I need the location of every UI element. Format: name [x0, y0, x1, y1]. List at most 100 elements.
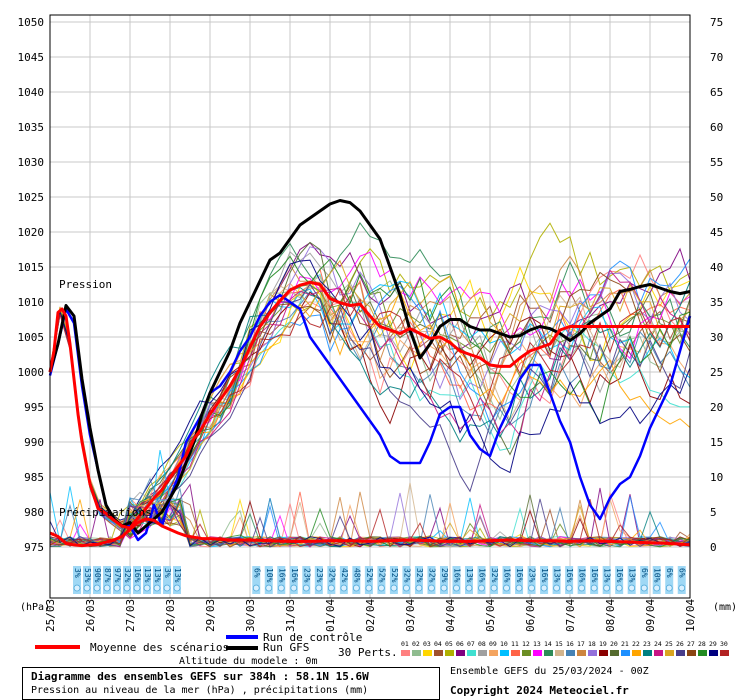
percent-label: 10%	[265, 568, 274, 583]
member-line	[49, 258, 691, 527]
percent-cell	[163, 566, 171, 594]
x-tick-label: 03/04	[404, 599, 417, 632]
percent-marker	[440, 584, 448, 592]
percent-label: 3%	[73, 568, 82, 578]
member-id: 12	[522, 640, 530, 648]
member-swatch	[423, 650, 432, 656]
member-id: 07	[467, 640, 475, 648]
member-swatch	[577, 650, 586, 656]
x-tick-label: 28/03	[164, 599, 177, 632]
percent-cell	[113, 566, 121, 594]
percent-label: 13%	[173, 568, 182, 583]
percent-marker	[628, 584, 636, 592]
x-tick-label: 01/04	[324, 599, 337, 632]
percent-cell	[439, 566, 448, 594]
x-tick-label: 06/04	[524, 599, 537, 632]
percent-marker	[163, 584, 171, 592]
y-tick-label-right: 50	[710, 191, 723, 204]
percent-label: 32%	[427, 568, 436, 583]
member-id: 04	[434, 640, 442, 648]
percent-cell	[427, 566, 436, 594]
percent-cell	[490, 566, 499, 594]
x-tick-label: 29/03	[204, 599, 217, 632]
member-id: 30	[720, 640, 728, 648]
run-label: Ensemble GEFS du 25/03/2024 - 00Z	[450, 666, 649, 677]
percent-cell	[540, 566, 549, 594]
percent-cell	[452, 566, 461, 594]
member-swatch	[445, 650, 454, 656]
percent-marker	[653, 584, 661, 592]
percent-marker	[565, 584, 573, 592]
percent-label: 29%	[440, 568, 449, 583]
member-id: 10	[500, 640, 508, 648]
percent-label: 6%	[678, 568, 687, 578]
chart-subtitle: Pression au niveau de la mer (hPa) , pré…	[31, 685, 369, 696]
x-tick-label: 07/04	[564, 599, 577, 632]
percent-marker	[528, 584, 535, 592]
x-tick-label: 10/04	[684, 599, 697, 632]
member-id: 05	[445, 640, 453, 648]
percent-cell	[640, 566, 649, 594]
percent-cell	[565, 566, 574, 594]
x-tick-label: 08/04	[604, 599, 617, 632]
y-tick-label-left: 1010	[18, 296, 45, 309]
percent-label: 16%	[503, 568, 512, 583]
member-id: 23	[643, 640, 651, 648]
percent-marker	[73, 584, 81, 592]
x-tick-label: 30/03	[244, 599, 257, 632]
member-id: 01	[401, 640, 409, 648]
percent-cell	[527, 566, 536, 594]
percent-marker	[143, 584, 151, 592]
percent-cell	[103, 566, 111, 594]
member-swatch	[511, 650, 520, 656]
member-id: 13	[533, 640, 541, 648]
percent-label: 23%	[528, 568, 537, 583]
percent-marker	[103, 584, 111, 592]
percent-label: 52%	[377, 568, 386, 583]
percent-cell	[143, 566, 151, 594]
percent-marker	[665, 584, 673, 592]
axes: 9759809859909951000100510101015102010251…	[18, 14, 723, 632]
percent-cell	[615, 566, 624, 594]
percent-marker	[123, 584, 131, 592]
member-swatch	[522, 650, 531, 656]
y-tick-label-right: 5	[710, 506, 717, 519]
y-tick-label-right: 10	[710, 471, 723, 484]
percent-label: 48%	[352, 568, 361, 583]
percent-cell	[289, 566, 298, 594]
percent-marker	[478, 584, 485, 592]
y-tick-label-right: 65	[710, 86, 723, 99]
percent-marker	[390, 584, 398, 592]
percent-marker	[83, 584, 91, 592]
percent-marker	[93, 584, 101, 592]
member-line	[49, 250, 691, 533]
percent-label: 16%	[277, 568, 286, 583]
mean-line	[48, 280, 690, 530]
member-swatch	[665, 650, 674, 656]
left-unit-label: (hPa)	[20, 602, 50, 613]
y-tick-label-left: 1030	[18, 156, 45, 169]
member-id: 11	[511, 640, 519, 648]
percent-label: 3%	[163, 568, 172, 578]
percent-marker	[290, 584, 298, 592]
y-tick-label-right: 45	[710, 226, 723, 239]
percent-cell	[327, 566, 336, 594]
right-unit-label: (mm)	[713, 602, 737, 613]
percent-label: 13%	[603, 568, 612, 583]
member-swatch	[588, 650, 597, 656]
gfs-line	[48, 199, 691, 535]
member-id: 21	[621, 640, 629, 648]
member-swatch	[566, 650, 575, 656]
member-swatch	[632, 650, 641, 656]
percent-cell	[93, 566, 101, 594]
member-id: 16	[566, 640, 574, 648]
percent-label: 23%	[315, 568, 324, 583]
percent-marker	[453, 584, 460, 592]
x-tick-label: 25/03	[44, 599, 57, 632]
percent-label: 16%	[540, 568, 549, 583]
y-tick-label-left: 980	[24, 506, 44, 519]
percent-label: 42%	[340, 568, 349, 583]
percent-marker	[315, 584, 323, 592]
member-swatch	[533, 650, 542, 656]
y-tick-label-right: 60	[710, 121, 723, 134]
